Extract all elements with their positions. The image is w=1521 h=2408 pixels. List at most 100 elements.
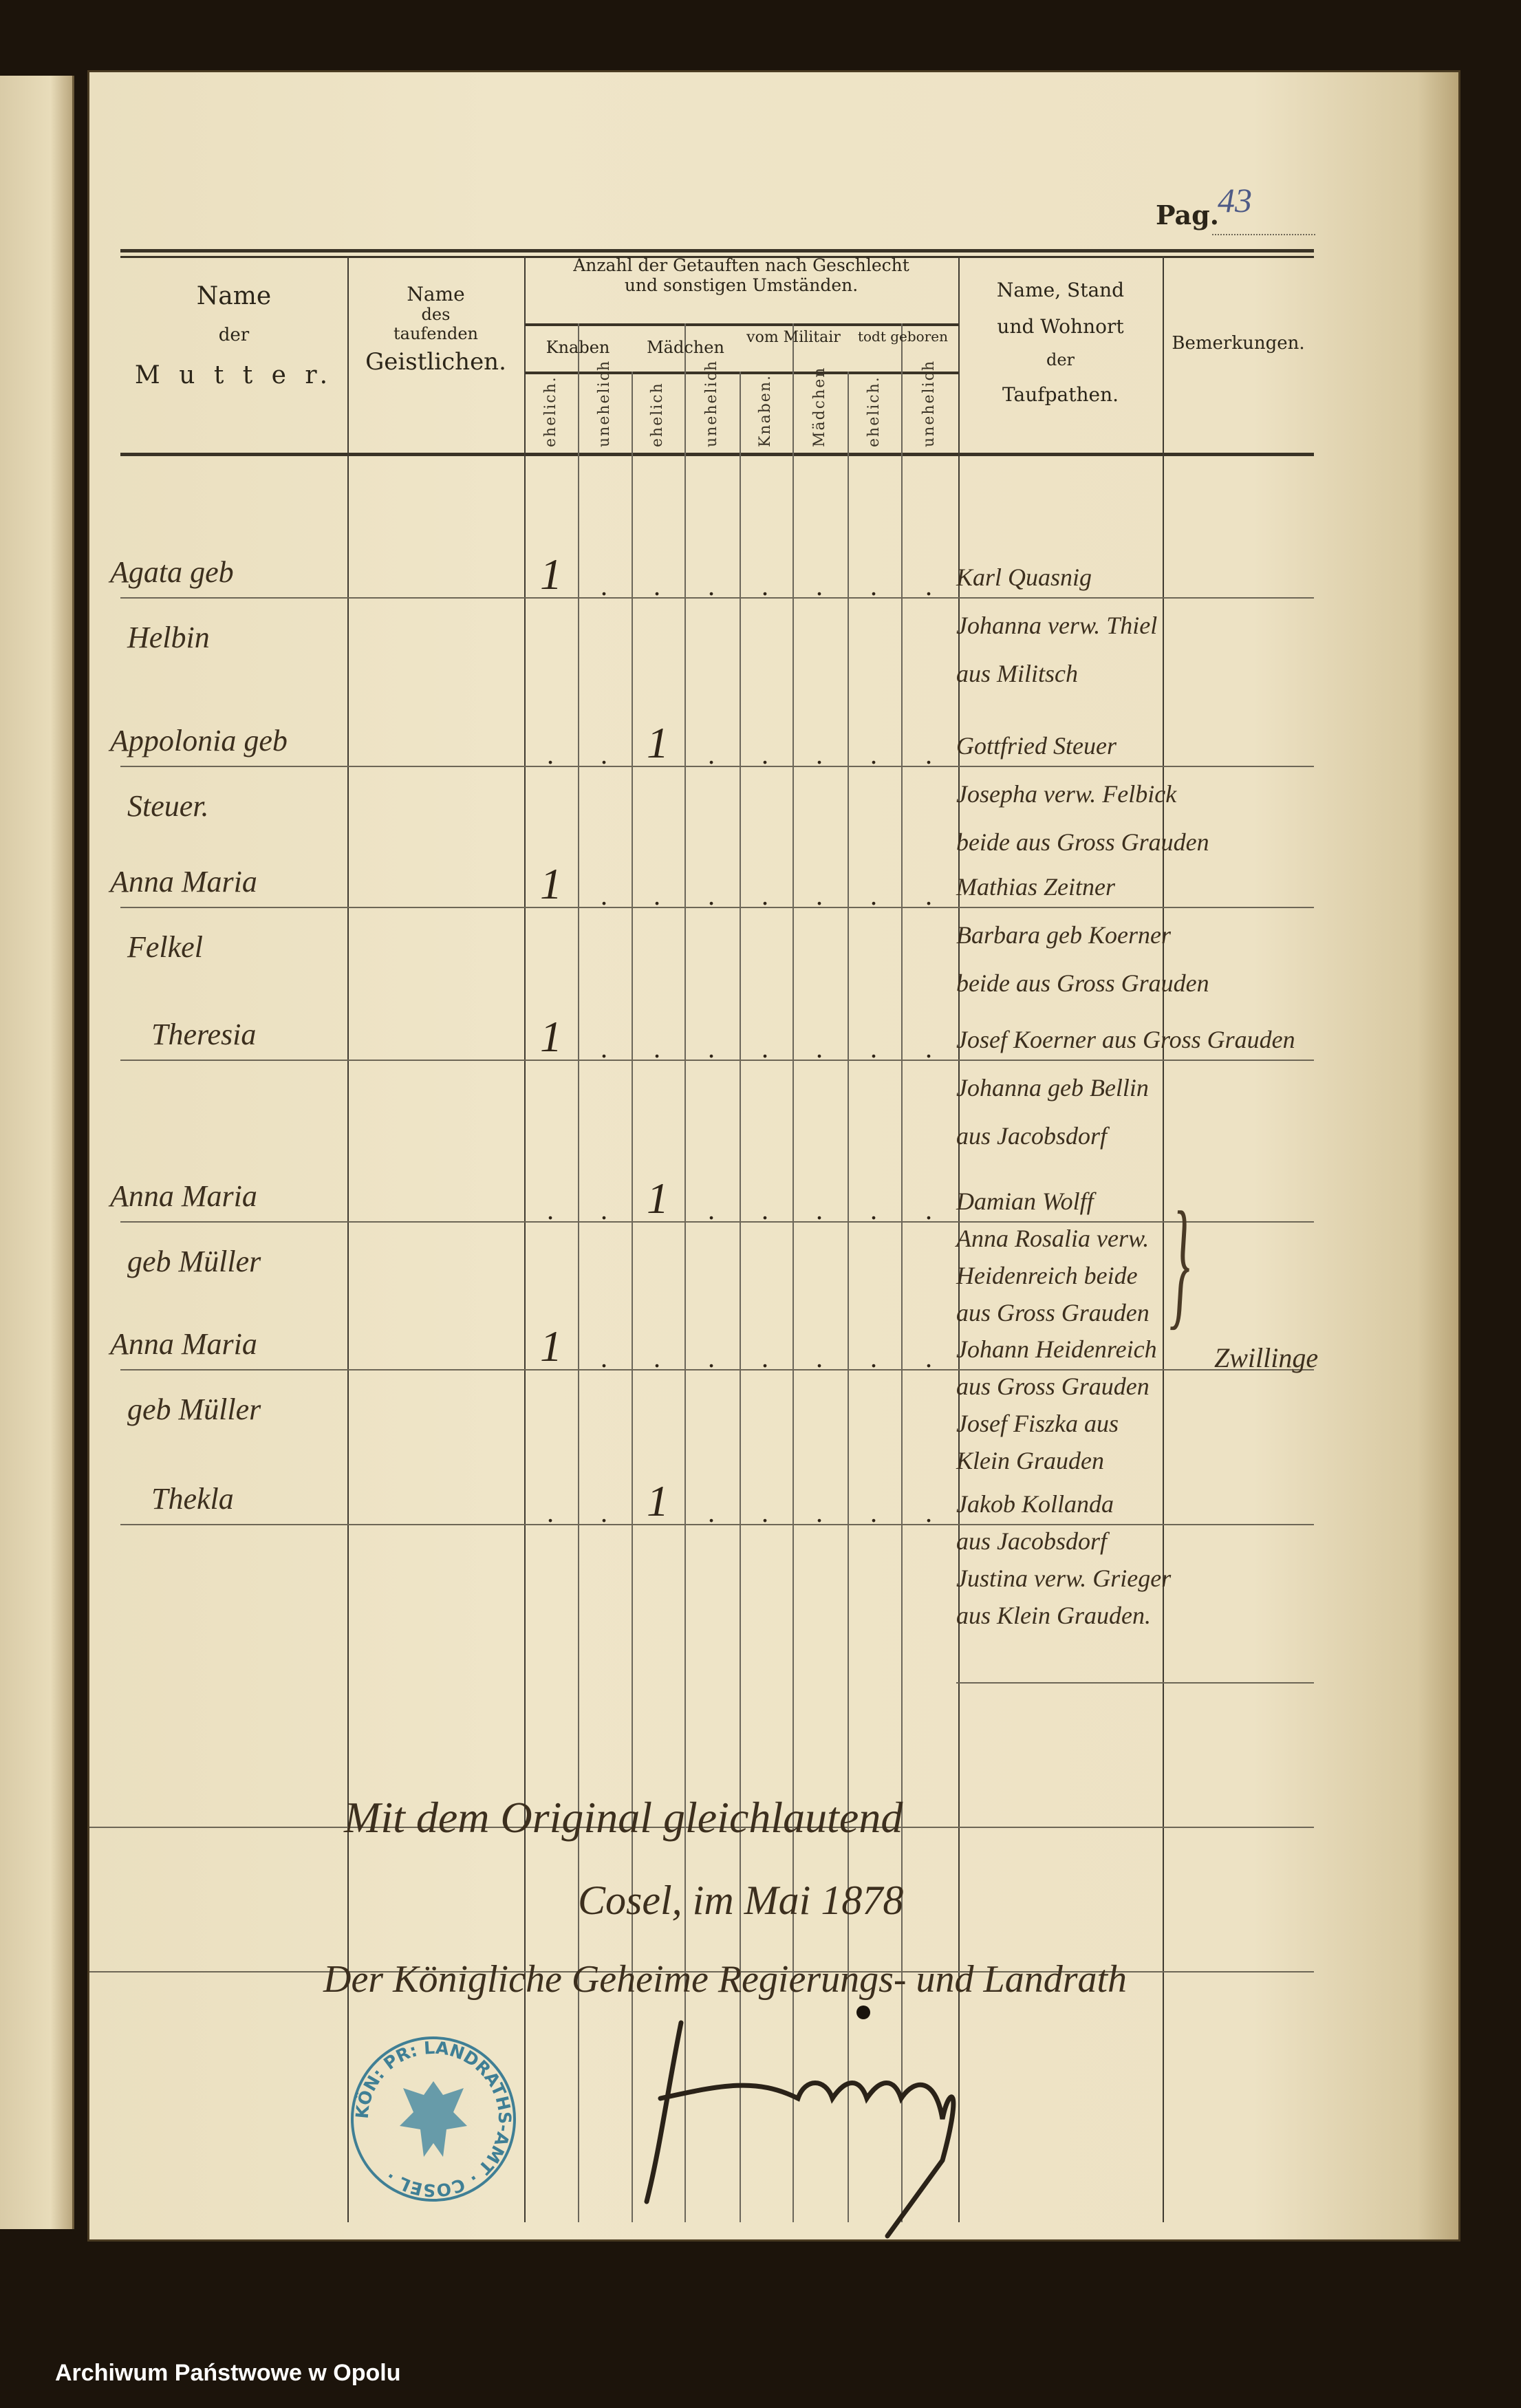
header-text: und Wohnort [997,315,1124,338]
mother-name: geb Müller [127,1393,261,1426]
page-number: 43 [1218,181,1252,219]
count-cell: . [926,1497,933,1528]
header-subcolumn: ehelich. [542,376,559,447]
count-cell: . [926,1342,933,1373]
sponsor-line: beide aus Gross Grauden [956,969,1209,997]
attestation-line-2: Cosel, im Mai 1878 [578,1878,904,1923]
sponsor-line: Johann Heidenreich [956,1335,1157,1363]
entry-rule [120,1369,1314,1370]
count-cell: . [654,570,661,601]
count-cell: . [601,1497,608,1528]
count-cell: 1 [540,859,562,908]
mother-name: Anna Maria [110,1327,257,1361]
column-divider [578,323,579,2222]
column-divider [792,323,794,2222]
column-divider [347,256,349,2222]
count-cell: . [762,880,769,911]
count-cell: . [926,570,933,601]
attestation-rule [89,1827,1314,1828]
sponsor-line: Barbara geb Koerner [956,921,1171,949]
sponsor-line: aus Jacobsdorf [956,1527,1107,1555]
count-cell: . [709,739,715,770]
count-cell: . [709,1497,715,1528]
count-cell: . [548,1497,554,1528]
subheader-rule [524,323,958,326]
count-cell: . [871,1194,878,1225]
header-text: M u t t e r. [134,361,334,390]
register-page [89,72,1458,2239]
sponsor-line: Gottfried Steuer [956,732,1117,760]
count-cell: . [817,1194,823,1225]
count-cell: . [654,1033,661,1064]
header-subcolumn: unehelich [596,359,613,447]
column-divider [740,372,741,2222]
count-cell: 1 [647,1174,669,1223]
count-cell: . [871,1342,878,1373]
sponsor-line: Josepha verw. Felbick [956,780,1177,808]
sponsor-line: Jakob Kollanda [956,1490,1114,1518]
sponsor-line: Damian Wolff [956,1187,1094,1215]
header-top-rule-2 [120,256,1314,258]
column-divider [1163,256,1164,2222]
mother-name: Agata geb [110,555,234,589]
count-cell: . [871,880,878,911]
count-cell: . [762,1194,769,1225]
header-text: des [421,305,451,325]
column-divider [632,372,633,2222]
header-subcolumn: ehelich [649,382,666,447]
count-cell: . [762,1342,769,1373]
sponsor-line: Heidenreich beide [956,1262,1138,1289]
header-subcolumn: Knaben. [757,374,774,447]
header-todt-geboren: todt geboren [857,328,949,345]
count-cell: . [817,570,823,601]
count-cell: 1 [647,1476,669,1525]
header-subcolumn: Mädchen [811,366,828,447]
count-cell: . [601,1033,608,1064]
attestation-rule [89,1971,1314,1972]
entry-rule [120,1060,1314,1061]
mother-name: Steuer. [127,789,209,823]
count-cell: . [871,1497,878,1528]
count-cell: . [601,1194,608,1225]
entry-rule [120,1524,1314,1525]
header-text: der [218,325,250,346]
count-cell: . [817,1033,823,1064]
count-cell: 1 [540,1322,562,1370]
count-cell: . [709,1194,715,1225]
header-bottom-rule [120,453,1314,456]
twins-brace: } [1169,1183,1190,1342]
count-cell: . [709,570,715,601]
count-cell: . [871,1033,878,1064]
previous-page-edge [0,76,74,2229]
mother-name: Anna Maria [110,865,257,899]
count-cell: . [709,1033,715,1064]
attestation-line-1: Mit dem Original gleichlautend [344,1793,903,1842]
header-counts-group: Anzahl der Getauften nach Geschlecht und… [524,255,958,296]
header-militair: vom Militair [746,329,841,346]
sponsor-line: aus Klein Grauden. [956,1602,1151,1629]
archive-watermark: Archiwum Państwowe w Opolu [55,2360,401,2386]
count-cell: . [601,570,608,601]
table-bottom-rule [956,1682,1314,1684]
header-text: Geistlichen. [365,348,506,376]
sponsor-line: Josef Koerner aus Gross Grauden [956,1026,1295,1053]
sponsor-line: Johanna verw. Thiel [956,612,1158,639]
count-cell: . [817,1342,823,1373]
count-cell: . [926,1194,933,1225]
header-text: der [1046,350,1075,370]
count-cell: . [926,1033,933,1064]
count-cell: . [548,739,554,770]
count-cell: . [817,1497,823,1528]
count-cell: . [601,739,608,770]
mother-name: Appolonia geb [110,724,288,757]
sponsor-line: Johanna geb Bellin [956,1074,1149,1101]
header-text: Name, Stand [996,279,1125,301]
sponsor-line: Josef Fiszka aus [956,1410,1119,1437]
header-clergy: Name des taufenden Geistlichen. [347,283,524,376]
sponsor-line: Karl Quasnig [956,563,1092,591]
header-top-rule [120,249,1314,252]
count-cell: . [926,739,933,770]
subheader-rule-2 [524,372,958,374]
count-cell: . [601,1342,608,1373]
page-number-rule [1212,234,1315,235]
